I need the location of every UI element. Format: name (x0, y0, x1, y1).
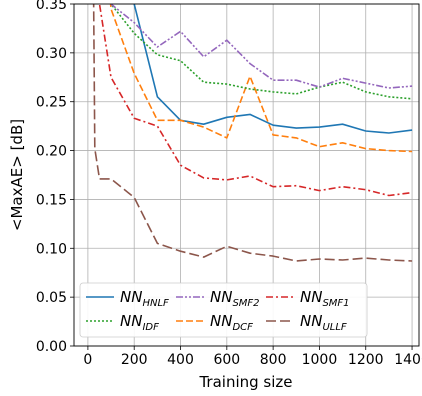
y-tick-label: 0.15 (36, 192, 67, 208)
legend: NNHNLF NNIDF NNSMF2 NNDCF NNSMF1 NNULLF (79, 282, 368, 338)
x-tick-label: 600 (213, 352, 240, 368)
legend-box (79, 282, 368, 338)
legend-label-smf2: NNSMF2 (210, 288, 260, 309)
y-tick-label: 0.10 (36, 241, 67, 257)
y-axis-label: <MaxAE> [dB] (8, 119, 26, 231)
x-tick-label: 800 (260, 352, 287, 368)
series-line-dcf (109, 4, 413, 153)
series-line-idf (110, 4, 413, 100)
y-tick-label: 0.35 (36, 0, 67, 13)
legend-label-dcf: NNDCF (210, 312, 253, 333)
y-tick-label: 0.25 (36, 95, 67, 111)
x-tick-label: 1200 (348, 352, 384, 368)
series-line-smf2 (110, 4, 413, 89)
y-tick-label: 0.30 (36, 46, 67, 62)
y-tick-label: 0.00 (36, 339, 67, 355)
series-line-smf1 (98, 4, 413, 197)
x-tick-label: 1000 (302, 352, 338, 368)
x-tick-label: 0 (83, 352, 92, 368)
legend-label-ullf: NNULLF (300, 312, 347, 333)
x-tick-label: 200 (121, 352, 148, 368)
y-tick-label: 0.20 (36, 144, 67, 160)
legend-label-hnlf: NNHNLF (120, 288, 169, 309)
x-tick-label: 400 (167, 352, 194, 368)
series-line-ullf (92, 4, 413, 262)
series-lines (92, 4, 413, 262)
legend-label-idf: NNIDF (120, 312, 159, 333)
plot-frame (73, 3, 420, 347)
series-line-hnlf (133, 4, 413, 134)
legend-label-smf1: NNSMF1 (300, 288, 350, 309)
y-tick-label: 0.05 (36, 290, 67, 306)
x-axis-label: Training size (198, 373, 292, 391)
y-axis-ticks: 0.00 0.05 0.10 0.15 0.20 0.25 0.30 0.35 (36, 0, 74, 355)
